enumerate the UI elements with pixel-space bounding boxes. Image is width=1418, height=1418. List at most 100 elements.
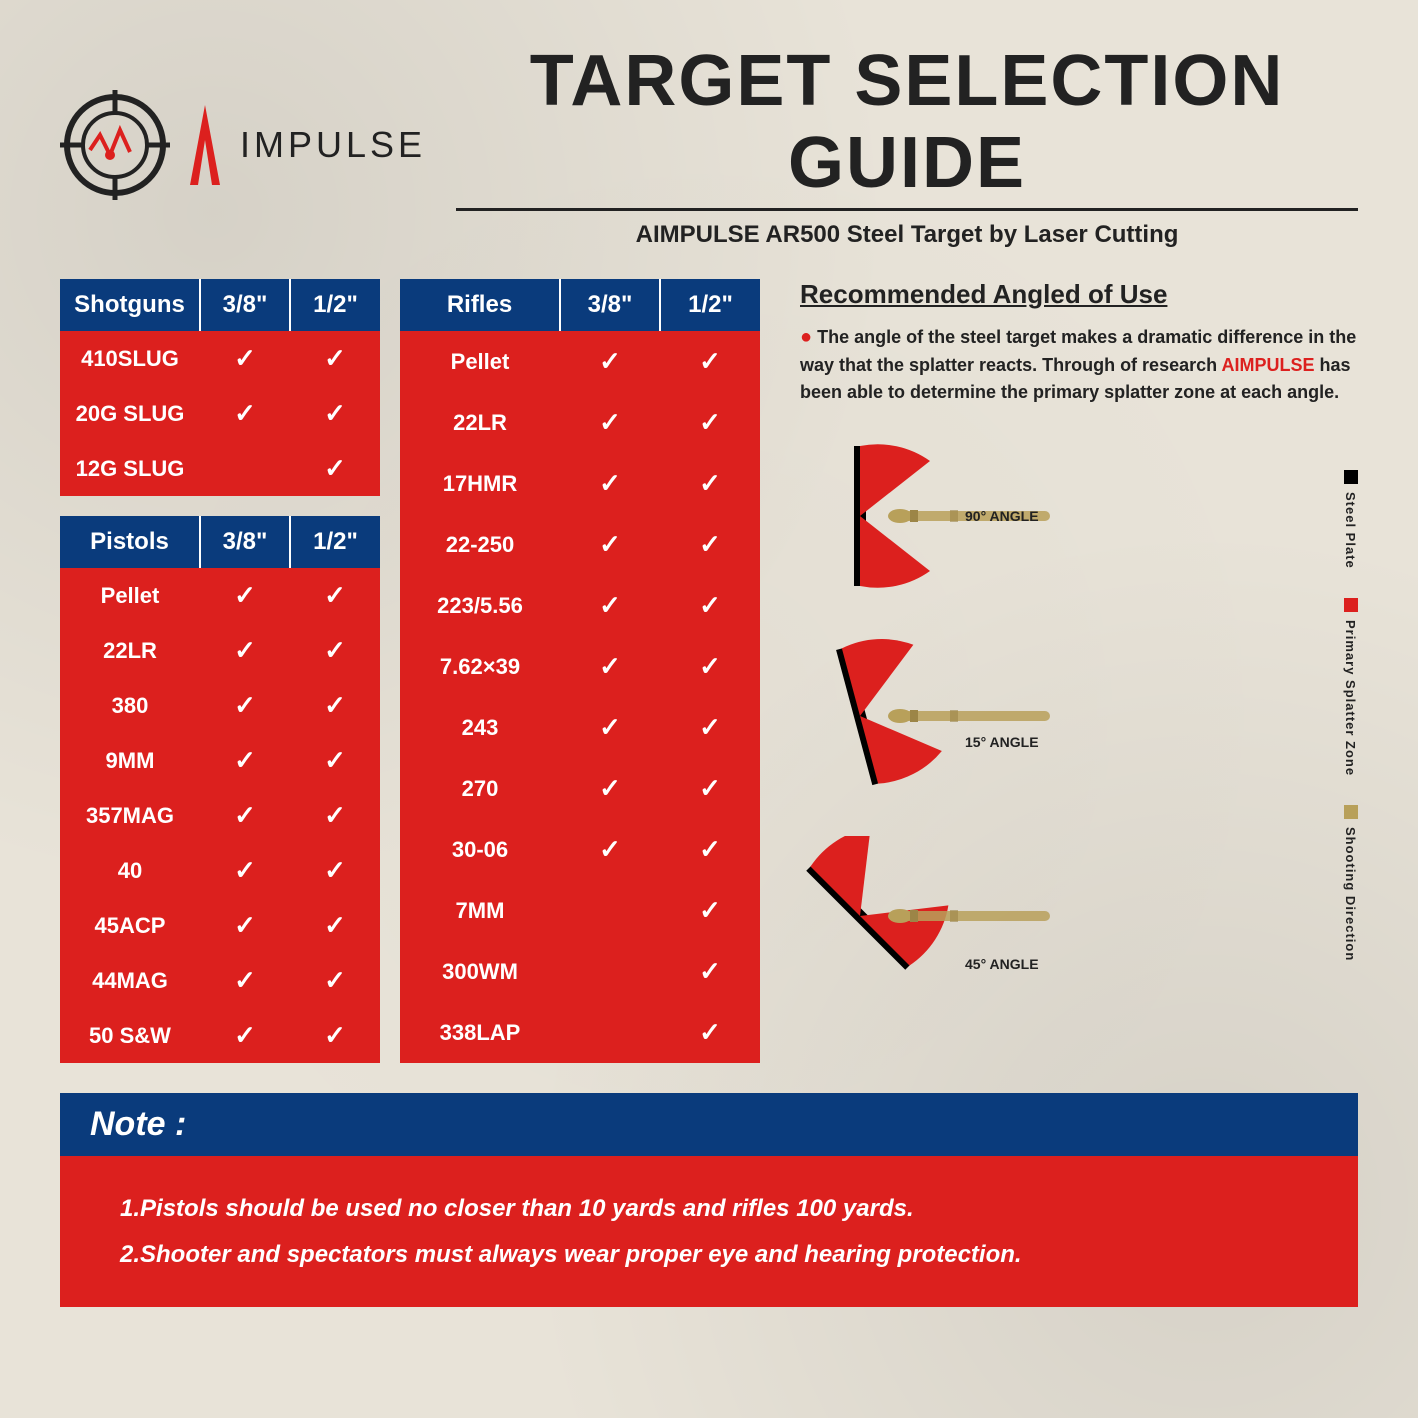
table-row: Pellet [60,568,380,623]
th-category: Pistols [60,516,200,568]
check-cell [660,331,760,392]
check-cell [290,568,380,623]
rec-brand: AIMPULSE [1221,355,1314,375]
check-cell [290,441,380,496]
check-cell [560,636,660,697]
check-cell [560,880,660,941]
angle-label: 45° ANGLE [965,956,1039,972]
th-size: 1/2" [290,279,380,331]
table-row: 17HMR [400,453,760,514]
legend-label: Shooting Direction [1343,827,1358,961]
ammo-label: 223/5.56 [400,575,560,636]
ammo-label: 20G SLUG [60,386,200,441]
table-row: 22LR [60,623,380,678]
legend-swatch [1344,470,1358,484]
legend-item: Primary Splatter Zone [1343,598,1358,776]
content: Shotguns 3/8" 1/2" 410SLUG20G SLUG12G SL… [60,279,1358,1063]
ammo-label: 45ACP [60,898,200,953]
table-row: 30-06 [400,819,760,880]
ammo-label: 30-06 [400,819,560,880]
logo-a-icon [180,100,230,190]
th-category: Rifles [400,279,560,331]
check-cell [660,575,760,636]
note-section: Note : 1.Pistols should be used no close… [60,1093,1358,1307]
check-cell [560,941,660,1002]
angle-diagram: 90° ANGLE [800,436,1323,596]
check-cell [290,843,380,898]
table-row: 243 [400,697,760,758]
check-cell [200,843,290,898]
check-cell [660,1002,760,1063]
logo: IMPULSE [60,90,426,200]
check-cell [290,678,380,733]
check-cell [200,623,290,678]
table-row: 9MM [60,733,380,788]
rifles-body: Pellet22LR17HMR22-250223/5.567.62×392432… [400,331,760,1063]
check-cell [660,819,760,880]
ammo-label: 7.62×39 [400,636,560,697]
ammo-label: 410SLUG [60,331,200,386]
ammo-label: 40 [60,843,200,898]
check-cell [200,386,290,441]
title-underline [456,208,1358,211]
angle-label: 90° ANGLE [965,508,1039,524]
table-row: 40 [60,843,380,898]
table-row: 7.62×39 [400,636,760,697]
check-cell [200,678,290,733]
legend-swatch [1344,598,1358,612]
shotguns-table: Shotguns 3/8" 1/2" 410SLUG20G SLUG12G SL… [60,279,380,496]
ammo-label: 50 S&W [60,1008,200,1063]
table-row: 12G SLUG [60,441,380,496]
table-row: 7MM [400,880,760,941]
pistols-body: Pellet22LR3809MM357MAG4045ACP44MAG50 S&W [60,568,380,1063]
check-cell [560,819,660,880]
ammo-label: 243 [400,697,560,758]
check-cell [200,441,290,496]
title-block: TARGET SELECTION GUIDE AIMPULSE AR500 St… [456,40,1358,249]
angle-diagram: 45° ANGLE [800,836,1323,996]
check-cell [290,733,380,788]
check-cell [660,392,760,453]
left-column: Shotguns 3/8" 1/2" 410SLUG20G SLUG12G SL… [60,279,380,1063]
table-row: 22-250 [400,514,760,575]
check-cell [200,1008,290,1063]
table-row: 338LAP [400,1002,760,1063]
check-cell [560,758,660,819]
table-row: 44MAG [60,953,380,1008]
check-cell [660,636,760,697]
ammo-label: 357MAG [60,788,200,843]
th-size: 3/8" [200,516,290,568]
note-line: 2.Shooter and spectators must always wea… [120,1232,1298,1278]
ammo-label: 9MM [60,733,200,788]
check-cell [560,697,660,758]
check-cell [660,941,760,1002]
check-cell [560,514,660,575]
pistols-table: Pistols 3/8" 1/2" Pellet22LR3809MM357MAG… [60,516,380,1063]
table-row: 357MAG [60,788,380,843]
check-cell [290,386,380,441]
check-cell [290,898,380,953]
ammo-label: 7MM [400,880,560,941]
check-cell [290,331,380,386]
table-row: 20G SLUG [60,386,380,441]
ammo-label: 380 [60,678,200,733]
check-cell [560,331,660,392]
check-cell [660,697,760,758]
ammo-label: 22LR [400,392,560,453]
check-cell [290,1008,380,1063]
th-size: 1/2" [660,279,760,331]
check-cell [560,575,660,636]
check-cell [200,331,290,386]
table-row: Pellet [400,331,760,392]
check-cell [560,453,660,514]
check-cell [660,758,760,819]
check-cell [660,880,760,941]
ammo-label: Pellet [60,568,200,623]
th-size: 3/8" [560,279,660,331]
page-title: TARGET SELECTION GUIDE [456,40,1358,204]
ammo-label: 300WM [400,941,560,1002]
legend-item: Shooting Direction [1343,805,1358,961]
legend-label: Steel Plate [1343,492,1358,569]
ammo-label: Pellet [400,331,560,392]
brand-text: IMPULSE [240,124,426,166]
